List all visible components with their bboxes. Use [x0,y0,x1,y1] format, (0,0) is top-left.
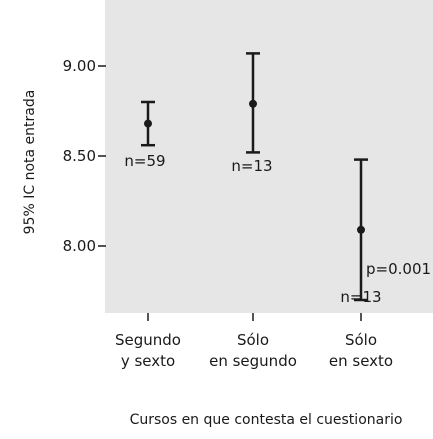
y-axis-title: 95% IC nota entrada [22,90,38,235]
annotation-label: n=13 [340,288,381,306]
x-tick-label: Segundo y sexto [115,331,181,370]
y-tick-label: 9.00 [63,57,96,75]
annotation-label: p=0.001 [366,260,431,278]
plot-area [105,0,433,313]
annotation-label: n=13 [231,157,272,175]
mean-point [249,99,257,108]
x-axis-title: Cursos en que contesta el cuestionario [130,412,403,428]
annotation-label: n=59 [124,152,165,170]
y-tick-label: 8.50 [63,147,96,165]
x-tick-label: Sólo en segundo [209,331,297,370]
annotations: n=59 n=13 n=13 p=0.001 [124,152,431,306]
mean-point [144,119,152,128]
x-axis: Segundo y sexto Sólo en segundo Sólo en sexto [115,313,393,370]
data-marks [141,52,368,302]
mean-point [357,225,365,234]
x-tick-label: Sólo en sexto [329,331,393,370]
y-axis: 8.00 8.50 9.00 [63,57,106,255]
y-tick-label: 8.00 [63,237,96,255]
